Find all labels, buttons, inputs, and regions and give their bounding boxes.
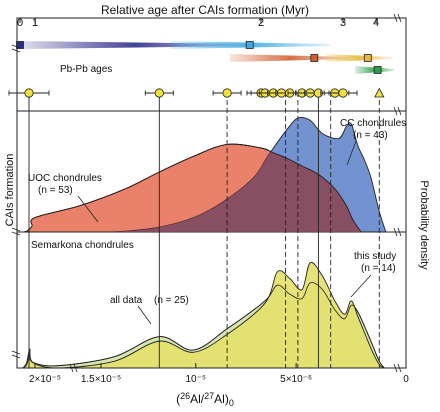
cc-leader-line	[346, 140, 357, 166]
this-study-label: this study	[354, 251, 396, 262]
bottom-axis-label-d: Al)	[214, 392, 229, 406]
pbpb-marker-1	[245, 41, 254, 49]
bottom-tick-label-0: 2×10⁻⁵	[29, 374, 61, 385]
study-point-2	[222, 88, 232, 98]
study-point-1	[154, 88, 164, 98]
break-top-right	[393, 13, 402, 23]
break-top-mid	[393, 106, 402, 116]
top-axis-label: Relative age after CAIs formation (Myr)	[101, 3, 309, 17]
bottom-axis-label-a: 26	[180, 391, 190, 401]
all-data-leader-line	[137, 305, 152, 325]
all-data-outline	[22, 282, 385, 369]
reference-lines	[28, 92, 380, 368]
this-study-n-label: (n = 14)	[361, 263, 396, 274]
this-study-leader-line	[350, 274, 372, 298]
pbpb-marker-4	[373, 66, 382, 74]
lower-panel-areas	[21, 261, 386, 369]
bottom-tick-label-1: 1.5×10⁻⁵	[81, 374, 121, 385]
bottom-tick-label-2: 10⁻⁵	[185, 374, 206, 385]
pbpb-marker-3	[363, 54, 372, 62]
right-axis-label: Probability density	[418, 180, 430, 270]
break-bottom-right	[393, 363, 402, 373]
this-study-area	[22, 261, 386, 369]
uoc-outline	[23, 143, 362, 233]
lower-panel-title: Semarkona chondrules	[31, 240, 134, 251]
top-tick-label-1: 1	[32, 17, 38, 29]
all-data-label: all data	[110, 295, 143, 306]
pbpb-bar-3	[325, 54, 392, 62]
pbpb-marker-0	[16, 41, 24, 49]
pbpb-label: Pb-Pb ages	[60, 64, 112, 75]
all-data-n-label: (n = 25)	[154, 295, 189, 306]
uoc-series-label: UOC chondrules	[28, 173, 102, 184]
pbpb-bars	[16, 41, 394, 74]
pbpb-bar-2	[230, 54, 350, 62]
cc-series-label: CC chondrules	[340, 118, 406, 129]
bottom-axis-label-c: 27	[204, 391, 214, 401]
top-tick-label-2: 2	[258, 17, 264, 29]
pbpb-bar-0	[20, 41, 250, 49]
uoc-n-label: (n = 53)	[38, 185, 73, 196]
pbpb-marker-2	[310, 54, 319, 62]
axis-ticks: 0 1 2 3 42×10⁻⁵ 1.5×10⁻⁵ 10⁻⁵ 5×10⁻⁶ 0	[17, 17, 409, 385]
bottom-axis-label: (26Al/27Al)0	[176, 391, 234, 408]
axis-break-marks	[11, 13, 402, 373]
bottom-tick-label-3: 5×10⁻⁶	[280, 374, 312, 385]
break-left-mid	[11, 227, 21, 236]
break-top-left	[11, 44, 21, 53]
bottom-axis-label-e: 0	[229, 398, 234, 408]
study-upper-limit-marker	[374, 87, 385, 98]
break-left-bot	[11, 350, 21, 359]
study-ages-row	[8, 87, 385, 98]
bottom-tick-label-4: 0	[403, 374, 409, 385]
top-tick-label-3: 3	[340, 17, 346, 29]
cc-n-label: (n = 43)	[353, 130, 388, 141]
top-tick-label-0: 0	[17, 17, 23, 29]
top-tick-label-4: 4	[373, 17, 379, 29]
break-bottom-left	[69, 363, 78, 373]
left-axis-label: CAIs formation	[4, 154, 16, 227]
study-point-12	[338, 88, 348, 98]
break-mid-right	[393, 227, 402, 237]
study-point-0	[24, 88, 34, 98]
bottom-axis-label-b: Al/	[190, 392, 205, 406]
uoc-leader-line	[77, 195, 99, 223]
